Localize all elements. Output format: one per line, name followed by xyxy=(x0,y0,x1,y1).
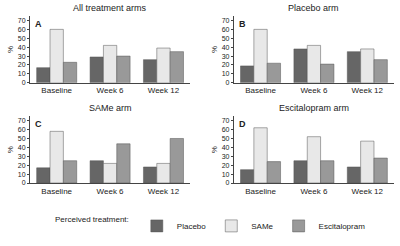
svg-text:60: 60 xyxy=(18,26,26,33)
svg-text:0: 0 xyxy=(22,179,26,186)
svg-text:Week 12: Week 12 xyxy=(352,187,384,196)
svg-text:Week 6: Week 6 xyxy=(300,187,328,196)
svg-text:30: 30 xyxy=(18,153,26,160)
svg-text:%: % xyxy=(7,146,16,153)
svg-text:Week 12: Week 12 xyxy=(352,86,384,95)
svg-text:0: 0 xyxy=(226,79,230,86)
svg-text:20: 20 xyxy=(18,61,26,68)
svg-text:50: 50 xyxy=(222,35,230,42)
svg-text:30: 30 xyxy=(222,53,230,60)
svg-text:50: 50 xyxy=(18,35,26,42)
svg-text:%: % xyxy=(210,146,219,153)
svg-text:Baseline: Baseline xyxy=(245,86,276,95)
svg-text:All treatment arms: All treatment arms xyxy=(73,3,147,13)
svg-text:B: B xyxy=(239,19,246,29)
svg-text:40: 40 xyxy=(222,44,230,51)
svg-text:Week 6: Week 6 xyxy=(300,86,328,95)
svg-text:60: 60 xyxy=(222,26,230,33)
svg-text:Baseline: Baseline xyxy=(41,187,72,196)
svg-text:Escitalopram: Escitalopram xyxy=(319,222,366,231)
svg-text:A: A xyxy=(35,19,42,29)
svg-text:20: 20 xyxy=(222,61,230,68)
svg-text:60: 60 xyxy=(18,126,26,133)
svg-text:Week 6: Week 6 xyxy=(97,86,125,95)
svg-text:40: 40 xyxy=(18,44,26,51)
svg-text:Placebo arm: Placebo arm xyxy=(288,3,339,13)
svg-text:Baseline: Baseline xyxy=(41,86,72,95)
svg-text:40: 40 xyxy=(222,144,230,151)
svg-text:Escitalopram arm: Escitalopram arm xyxy=(279,103,349,113)
svg-text:%: % xyxy=(7,46,16,53)
svg-text:%: % xyxy=(210,46,219,53)
svg-text:70: 70 xyxy=(18,117,26,124)
svg-text:50: 50 xyxy=(18,135,26,142)
svg-text:20: 20 xyxy=(18,162,26,169)
svg-text:10: 10 xyxy=(222,70,230,77)
svg-text:Week 6: Week 6 xyxy=(97,187,125,196)
svg-text:70: 70 xyxy=(222,117,230,124)
svg-text:60: 60 xyxy=(222,126,230,133)
svg-text:Baseline: Baseline xyxy=(245,187,276,196)
svg-text:30: 30 xyxy=(18,53,26,60)
svg-text:0: 0 xyxy=(226,179,230,186)
svg-text:D: D xyxy=(239,119,246,129)
svg-text:Perceived treatment:: Perceived treatment: xyxy=(55,215,129,224)
svg-text:C: C xyxy=(35,119,42,129)
svg-text:40: 40 xyxy=(18,144,26,151)
svg-text:10: 10 xyxy=(18,171,26,178)
svg-text:0: 0 xyxy=(22,79,26,86)
svg-text:10: 10 xyxy=(222,171,230,178)
svg-text:SAMe: SAMe xyxy=(251,222,273,231)
svg-text:SAMe arm: SAMe arm xyxy=(89,103,132,113)
svg-text:Week 12: Week 12 xyxy=(148,86,180,95)
svg-text:Week 12: Week 12 xyxy=(148,187,180,196)
svg-text:10: 10 xyxy=(18,70,26,77)
svg-text:20: 20 xyxy=(222,162,230,169)
svg-text:Placebo: Placebo xyxy=(177,222,206,231)
svg-text:30: 30 xyxy=(222,153,230,160)
svg-text:70: 70 xyxy=(222,17,230,24)
svg-text:70: 70 xyxy=(18,17,26,24)
svg-text:50: 50 xyxy=(222,135,230,142)
